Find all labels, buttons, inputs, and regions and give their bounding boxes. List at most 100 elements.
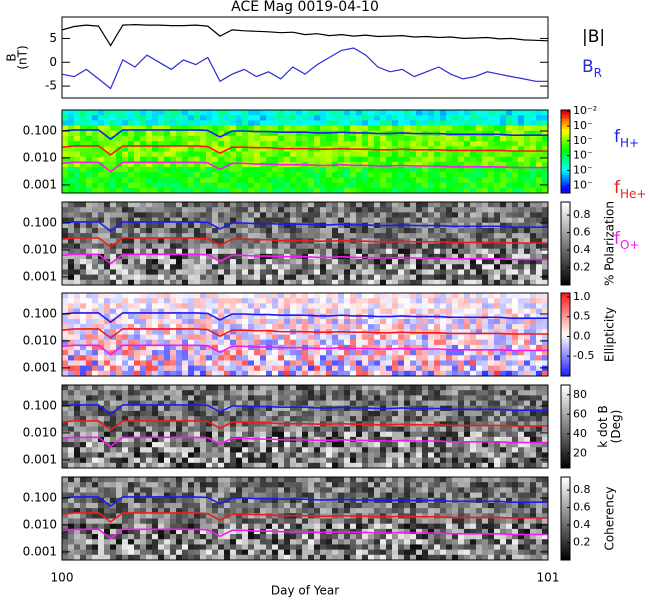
spectrogram-cell	[104, 156, 111, 163]
spectrogram-cell	[404, 151, 411, 158]
spectrogram-cell	[212, 421, 219, 427]
spectrogram-cell	[308, 115, 315, 121]
spectrogram-cell	[476, 344, 483, 351]
spectrogram-cell	[194, 207, 201, 213]
spectrogram-cell	[242, 264, 249, 270]
spectrogram-cell	[266, 141, 273, 147]
spectrogram-cell	[74, 115, 81, 121]
spectrogram-cell	[206, 329, 213, 335]
spectrogram-cell	[134, 222, 141, 229]
spectrogram-cell	[386, 436, 393, 443]
spectrogram-cell	[470, 161, 477, 168]
spectrogram-cell	[218, 172, 225, 178]
spectrogram-cell	[476, 370, 483, 376]
spectrogram-cell	[362, 120, 369, 127]
spectrogram-cell	[422, 115, 429, 121]
spectrogram-cell	[368, 156, 375, 163]
spectrogram-cell	[458, 172, 465, 178]
spectrogram-cell	[272, 279, 279, 285]
spectrogram-cell	[230, 329, 237, 335]
spectrogram-cell	[338, 334, 345, 341]
spectrogram-cell	[332, 350, 339, 356]
spectrogram-cell	[536, 395, 543, 402]
spectrogram-cell	[506, 187, 513, 193]
spectrogram-cell	[536, 130, 543, 137]
spectrogram-cell	[170, 238, 177, 244]
spectrogram-cell	[416, 370, 423, 376]
spectrogram-cell	[104, 182, 111, 189]
spectrogram-cell	[284, 274, 291, 281]
spectrogram-cell	[62, 431, 69, 438]
plot-area	[62, 23, 548, 90]
spectrogram-cell	[542, 274, 548, 281]
spectrogram-cell	[392, 264, 399, 270]
spectrogram-cell	[386, 227, 393, 234]
spectrogram-cell	[194, 318, 201, 325]
spectrogram-cell	[206, 120, 213, 127]
spectrogram-cell	[398, 274, 405, 281]
spectrogram-cell	[494, 329, 501, 335]
spectrogram-cell	[284, 156, 291, 163]
spectrogram-cell	[542, 431, 548, 438]
spectrogram-cell	[92, 120, 99, 127]
spectrogram-cell	[446, 355, 453, 361]
spectrogram-cell	[308, 416, 315, 422]
spectrogram-cell	[356, 339, 363, 346]
spectrogram-cell	[470, 303, 477, 310]
spectrogram-cell	[194, 436, 201, 443]
spectrogram-cell	[272, 329, 279, 335]
spectrogram-cell	[74, 405, 81, 412]
spectrogram-cell	[62, 259, 69, 265]
spectrogram-cell	[158, 313, 165, 320]
spectrogram-cell	[488, 410, 495, 417]
spectrogram-cell	[248, 370, 255, 376]
spectrogram-cell	[236, 253, 243, 260]
spectrogram-cell	[98, 269, 105, 276]
spectrogram-cell	[356, 182, 363, 189]
spectrogram-cell	[458, 274, 465, 281]
spectrogram-cell	[308, 385, 315, 391]
spectrogram-cell	[272, 156, 279, 163]
spectrogram-cell	[518, 207, 525, 213]
spectrogram-cell	[212, 416, 219, 422]
spectrogram-cell	[230, 227, 237, 234]
spectrogram-cell	[176, 248, 183, 255]
spectrogram-cell	[272, 405, 279, 412]
spectrogram-cell	[374, 400, 381, 407]
spectrogram-cell	[146, 146, 153, 152]
colorbar-strip	[561, 266, 570, 269]
spectrogram-cell	[320, 298, 327, 304]
spectrogram-cell	[146, 115, 153, 121]
spectrogram-cell	[398, 390, 405, 396]
spectrogram-cell	[524, 303, 531, 310]
spectrogram-cell	[68, 269, 75, 276]
spectrogram-cell	[530, 253, 537, 260]
spectrogram-cell	[290, 217, 297, 224]
spectrogram-cell	[92, 217, 99, 224]
spectrogram-cell	[128, 385, 135, 391]
spectrogram-cell	[272, 207, 279, 213]
spectrogram-cell	[278, 400, 285, 407]
spectrogram-cell	[512, 324, 519, 330]
spectrogram-cell	[260, 298, 267, 304]
spectrogram-cell	[392, 370, 399, 376]
colorbar-strip	[561, 114, 570, 117]
spectrogram-cell	[182, 365, 189, 372]
spectrogram-cell	[122, 120, 129, 127]
spectrogram-cell	[212, 151, 219, 158]
spectrogram-cell	[308, 339, 315, 346]
spectrogram-cell	[530, 355, 537, 361]
spectrogram-cell	[476, 339, 483, 346]
spectrogram-cell	[152, 233, 159, 239]
spectrogram-cell	[164, 202, 171, 208]
spectrogram-cell	[224, 269, 231, 276]
spectrogram-cell	[446, 416, 453, 422]
spectrogram-cell	[92, 115, 99, 121]
spectrogram-cell	[392, 253, 399, 260]
spectrogram-cell	[506, 238, 513, 244]
spectrogram-cell	[188, 279, 195, 285]
spectrogram-cell	[410, 141, 417, 147]
spectrogram-cell	[128, 279, 135, 285]
spectrogram-cell	[248, 313, 255, 320]
spectrogram-cell	[284, 334, 291, 341]
